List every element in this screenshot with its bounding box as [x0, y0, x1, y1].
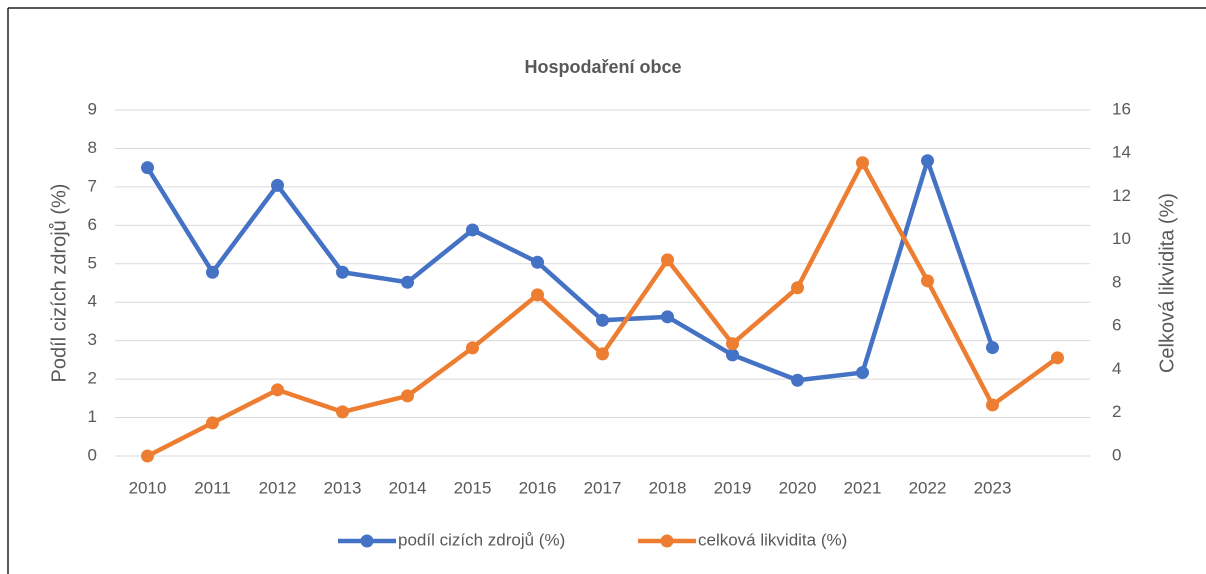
x-tick-label: 2021 [844, 478, 882, 497]
point [401, 275, 414, 289]
point [791, 281, 804, 295]
point [206, 416, 219, 430]
y2-axis-label: Celková likvidita (%) [1156, 193, 1178, 373]
x-tick-label: 2010 [129, 478, 167, 497]
y2-tick-label: 6 [1112, 316, 1121, 335]
y2-tick-label: 10 [1112, 229, 1131, 248]
point [466, 223, 479, 237]
y2-tick-label: 14 [1112, 143, 1131, 162]
y2-tick-label: 0 [1112, 445, 1121, 464]
point [856, 366, 869, 380]
point [531, 288, 544, 302]
chart-title: Hospodaření obce [524, 57, 681, 77]
y-tick-label: 6 [88, 215, 97, 234]
point [986, 398, 999, 412]
point [661, 310, 674, 324]
y2-tick-label: 2 [1112, 402, 1121, 421]
y-tick-label: 2 [88, 369, 97, 388]
point [141, 161, 154, 175]
point [986, 341, 999, 355]
point [921, 274, 934, 288]
x-tick-label: 2014 [389, 478, 427, 497]
point [206, 265, 219, 279]
point [596, 313, 609, 327]
point [336, 405, 349, 419]
x-tick-label: 2018 [649, 478, 687, 497]
y-tick-label: 7 [88, 176, 97, 195]
point [271, 383, 284, 397]
x-tick-label: 2015 [454, 478, 492, 497]
point [726, 348, 739, 362]
x-tick-label: 2011 [194, 478, 231, 497]
y2-tick-label: 8 [1112, 272, 1121, 291]
point [726, 337, 739, 351]
point [856, 156, 869, 170]
y-axis-label: Podíl cizích zdrojů (%) [48, 184, 70, 383]
point [401, 389, 414, 403]
x-tick-label: 2017 [584, 478, 622, 497]
x-tick-label: 2022 [909, 478, 947, 497]
legend-label: celková likvidita (%) [698, 530, 847, 549]
y2-tick-label: 4 [1112, 359, 1121, 378]
y-tick-label: 1 [88, 407, 97, 426]
x-tick-label: 2016 [519, 478, 557, 497]
x-tick-label: 2019 [714, 478, 752, 497]
x-tick-label: 2012 [259, 478, 297, 497]
point [596, 347, 609, 361]
point [791, 373, 804, 387]
y2-tick-label: 12 [1112, 186, 1131, 205]
y2-tick-label: 16 [1112, 99, 1131, 118]
y-tick-label: 5 [88, 253, 97, 272]
point [466, 341, 479, 355]
point [1051, 351, 1064, 365]
y-tick-label: 4 [88, 292, 97, 311]
legend-marker [660, 534, 674, 548]
legend-marker [360, 534, 374, 548]
point [661, 253, 674, 267]
x-tick-label: 2023 [974, 478, 1012, 497]
y-tick-label: 3 [88, 330, 97, 349]
x-tick-label: 2020 [779, 478, 817, 497]
point [531, 255, 544, 269]
y-tick-label: 0 [88, 445, 97, 464]
y-tick-label: 9 [88, 99, 97, 118]
legend-label: podíl cizích zdrojů (%) [398, 530, 565, 549]
point [141, 449, 154, 463]
series-line [145, 158, 995, 383]
point [336, 265, 349, 279]
point [271, 178, 284, 192]
y-tick-label: 8 [88, 138, 97, 157]
point [921, 154, 934, 168]
x-tick-label: 2013 [324, 478, 362, 497]
